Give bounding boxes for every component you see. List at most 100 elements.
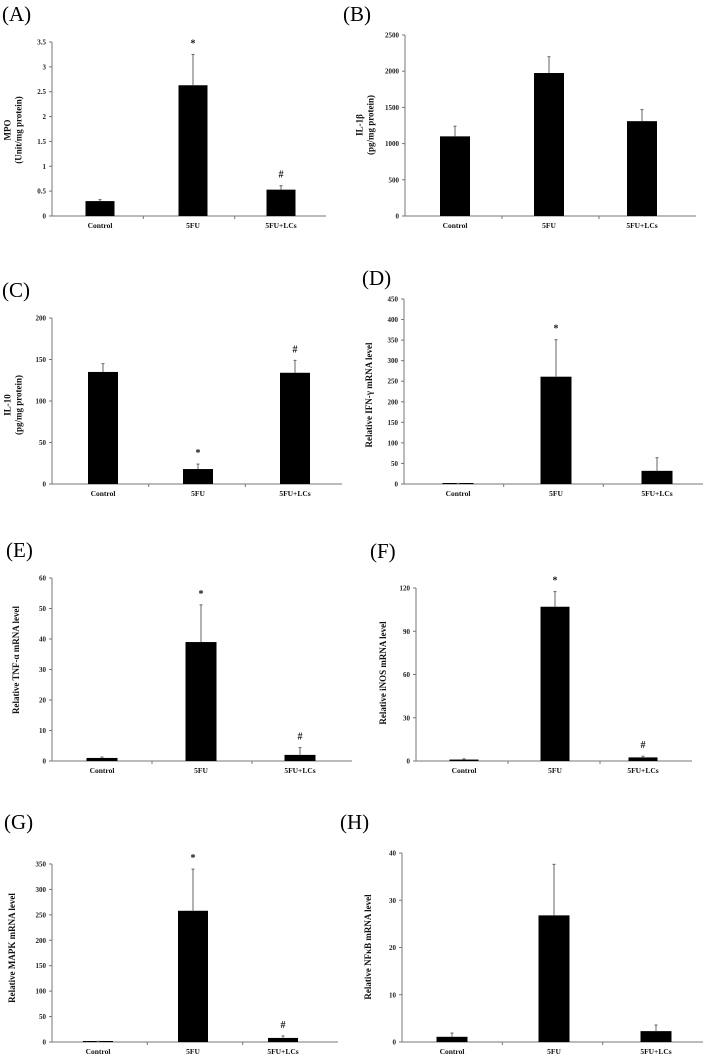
y-axis-label-line: (pg/mg protein)	[366, 95, 376, 155]
y-tick-label: 100	[388, 439, 399, 447]
bar-control	[440, 136, 470, 216]
y-tick-label: 20	[39, 697, 47, 705]
x-category-label: Control	[86, 1047, 111, 1056]
y-tick-label: 0	[43, 481, 47, 489]
y-tick-label: 300	[388, 357, 399, 365]
y-axis-label: Relative iNOS mRNA level	[378, 621, 388, 725]
y-tick-label: 200	[36, 937, 47, 945]
y-axis-label-line: (Unit/mg protein)	[14, 96, 24, 164]
y-tick-label: 2	[43, 113, 47, 121]
panel-e: 0 10 20 30 40 50 60 Control * 5FU #5FU+LCs Relative…	[11, 575, 352, 775]
y-tick-label: 0	[407, 758, 411, 766]
y-tick-label: 3	[43, 63, 47, 71]
panel-c: 0 50 100 150 200 Control * 5FU #5FU+LCs IL-10 (pg/…	[3, 315, 342, 498]
significance-star: *	[554, 324, 559, 335]
y-axis-label: Relative NFκB mRNA level	[363, 894, 373, 1000]
x-category-label: Control	[452, 766, 477, 775]
bar-control	[86, 757, 118, 761]
x-category-label: 5FU+LCs	[284, 766, 315, 775]
x-category-label: 5FU+LCs	[267, 1047, 298, 1056]
y-tick-label: 350	[388, 337, 399, 345]
bar-5fu	[183, 469, 213, 484]
y-tick-label: 60	[39, 575, 47, 583]
y-tick-label: 10	[389, 991, 397, 999]
bar-5fu-lcs	[266, 189, 296, 216]
y-tick-label: 200	[36, 315, 47, 323]
y-tick-label: 500	[389, 176, 400, 184]
bar-control	[88, 371, 118, 484]
significance-star: *	[196, 448, 201, 459]
y-tick-label: 30	[403, 714, 411, 722]
significance-hash: #	[281, 1020, 286, 1031]
x-category-label: 5FU	[186, 221, 200, 230]
x-category-label: Control	[88, 221, 113, 230]
panel-label-f: (F)	[370, 539, 396, 563]
significance-star: *	[199, 589, 204, 600]
x-category-label: 5FU	[547, 1047, 561, 1056]
x-category-label: 5FU+LCs	[279, 489, 310, 498]
bar-5fu	[538, 915, 570, 1042]
y-tick-label: 0	[43, 1039, 47, 1047]
y-tick-label: 400	[388, 316, 399, 324]
y-tick-label: 0	[396, 213, 400, 221]
significance-star: *	[553, 576, 558, 587]
significance-hash: #	[641, 740, 646, 751]
y-tick-label: 250	[36, 911, 47, 919]
y-tick-label: 350	[36, 861, 47, 869]
y-axis-label-line: Relative NFκB mRNA level	[363, 894, 373, 1000]
panel-b: 0 500 1000 1500 2000 2500 Control 5FU 5FU+LCs IL-…	[355, 32, 696, 230]
y-tick-label: 200	[388, 398, 399, 406]
x-category-label: 5FU	[194, 766, 208, 775]
y-tick-label: 20	[389, 944, 397, 952]
x-category-label: Control	[440, 1047, 465, 1056]
y-axis-label-line: Relative iNOS mRNA level	[378, 621, 388, 725]
y-axis-label: Relative TNF-α mRNA level	[11, 605, 21, 714]
panel-h: 0 10 20 30 40 Control 5FU 5FU+LCs Relative NFκB …	[363, 850, 703, 1056]
significance-hash: #	[298, 732, 303, 743]
y-tick-label: 150	[36, 962, 47, 970]
bar-control	[436, 1036, 468, 1042]
y-axis-label: MPO (Unit/mg protein)	[3, 96, 24, 164]
y-tick-label: 450	[388, 296, 399, 304]
y-tick-label: 1000	[385, 140, 400, 148]
y-tick-label: 60	[403, 671, 411, 679]
y-tick-label: 0.5	[37, 188, 46, 196]
significance-hash: #	[293, 344, 298, 355]
y-tick-label: 2.5	[37, 88, 46, 96]
y-axis-label-line: MPO	[3, 120, 13, 141]
y-axis-label-line: (pg/mg protein)	[14, 375, 24, 435]
bar-5fu-lcs	[640, 1031, 672, 1042]
panel-a: 0 0.5 1 1.5 2 2.5 3 3.5 Control * 5FU #5FU+LCs MPO (U…	[3, 38, 326, 230]
x-category-label: 5FU+LCs	[641, 489, 672, 498]
y-tick-label: 50	[39, 605, 47, 613]
y-axis-label-line: IL-10	[3, 394, 13, 416]
panel-label-b: (B)	[343, 2, 371, 26]
y-tick-label: 10	[39, 727, 47, 735]
y-tick-label: 250	[388, 378, 399, 386]
y-tick-label: 120	[400, 585, 411, 593]
x-category-label: 5FU	[549, 489, 563, 498]
y-tick-label: 40	[389, 850, 397, 858]
bar-control	[85, 201, 115, 216]
panel-label-a: (A)	[2, 2, 32, 26]
panel-label-c: (C)	[2, 278, 30, 302]
y-tick-label: 40	[39, 636, 47, 644]
y-tick-label: 50	[391, 460, 399, 468]
x-category-label: 5FU	[542, 221, 556, 230]
y-tick-label: 150	[388, 419, 399, 427]
y-axis-label: IL-1β (pg/mg protein)	[355, 95, 376, 155]
panel-label-g: (G)	[4, 810, 34, 834]
panel-d: 0 50 100 150 200 250 300 350 400 450 Control * 5FU 5F…	[364, 296, 703, 498]
bar-5fu-lcs	[268, 1037, 298, 1042]
x-category-label: Control	[446, 489, 471, 498]
bar-5fu	[540, 606, 570, 761]
x-category-label: 5FU	[186, 1047, 200, 1056]
y-tick-label: 50	[39, 1013, 47, 1021]
panel-g: 0 50 100 150 200 250 300 350 Control * 5FU #5FU+LCs…	[7, 853, 338, 1056]
y-tick-label: 3.5	[37, 39, 46, 47]
x-category-label: Control	[91, 489, 116, 498]
y-tick-label: 2500	[385, 32, 400, 40]
y-tick-label: 150	[36, 356, 47, 364]
y-axis-label-line: Relative MAPK mRNA level	[7, 893, 17, 1003]
